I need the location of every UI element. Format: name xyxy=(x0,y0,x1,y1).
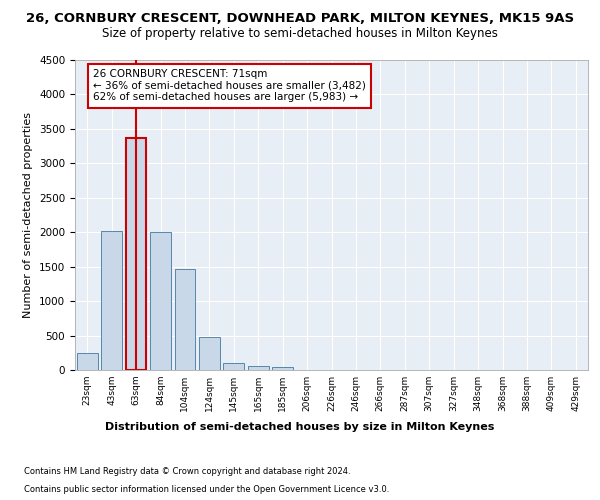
Bar xyxy=(150,232,171,370)
Bar xyxy=(77,353,98,370)
Text: 26, CORNBURY CRESCENT, DOWNHEAD PARK, MILTON KEYNES, MK15 9AS: 26, CORNBURY CRESCENT, DOWNHEAD PARK, MI… xyxy=(26,12,574,26)
Text: 26 CORNBURY CRESCENT: 71sqm
← 36% of semi-detached houses are smaller (3,482)
62: 26 CORNBURY CRESCENT: 71sqm ← 36% of sem… xyxy=(93,70,366,102)
Text: Distribution of semi-detached houses by size in Milton Keynes: Distribution of semi-detached houses by … xyxy=(106,422,494,432)
Bar xyxy=(223,363,244,370)
Bar xyxy=(125,138,146,370)
Bar xyxy=(175,270,196,370)
Bar xyxy=(199,338,220,370)
Bar xyxy=(248,366,269,370)
Y-axis label: Number of semi-detached properties: Number of semi-detached properties xyxy=(23,112,34,318)
Text: Size of property relative to semi-detached houses in Milton Keynes: Size of property relative to semi-detach… xyxy=(102,28,498,40)
Bar xyxy=(272,367,293,370)
Bar xyxy=(101,230,122,370)
Text: Contains public sector information licensed under the Open Government Licence v3: Contains public sector information licen… xyxy=(24,485,389,494)
Text: Contains HM Land Registry data © Crown copyright and database right 2024.: Contains HM Land Registry data © Crown c… xyxy=(24,468,350,476)
